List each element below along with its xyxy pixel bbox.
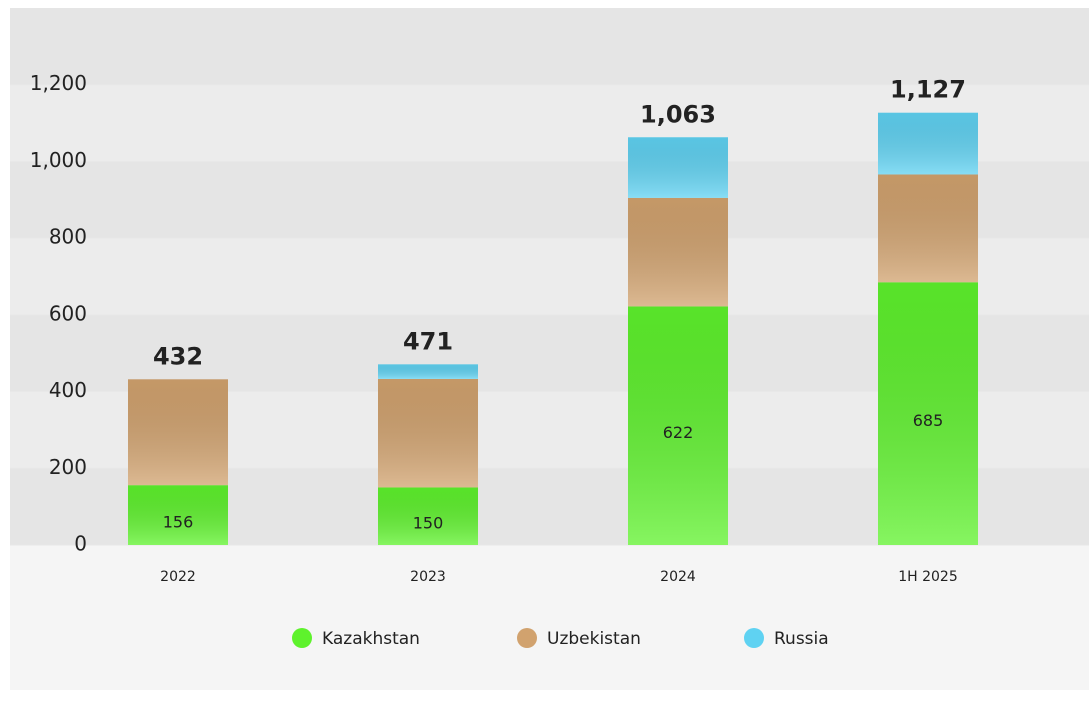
x-tick-label: 2023 bbox=[410, 569, 446, 585]
y-tick-label: 200 bbox=[49, 455, 87, 479]
grid-band bbox=[10, 8, 1089, 85]
x-tick-label: 2022 bbox=[160, 569, 196, 585]
bar-shade bbox=[128, 485, 228, 545]
data-label: 156 bbox=[163, 513, 194, 532]
total-label: 1,063 bbox=[640, 100, 716, 128]
legend-swatch bbox=[744, 628, 764, 648]
bar-shade bbox=[128, 379, 228, 486]
total-label: 1,127 bbox=[890, 76, 966, 104]
y-tick-label: 1,000 bbox=[30, 148, 87, 172]
bar-shade bbox=[878, 112, 978, 175]
bar-shade bbox=[378, 364, 478, 379]
y-tick-label: 1,200 bbox=[30, 71, 87, 95]
bar-shade bbox=[378, 487, 478, 545]
y-tick-label: 800 bbox=[49, 225, 87, 249]
y-tick-label: 400 bbox=[49, 378, 87, 402]
total-label: 471 bbox=[403, 327, 453, 355]
bar-shade bbox=[878, 282, 978, 545]
data-label: 150 bbox=[413, 514, 444, 533]
bar-shade bbox=[628, 306, 728, 545]
legend-swatch bbox=[517, 628, 537, 648]
total-label: 432 bbox=[153, 342, 203, 370]
bar-shade bbox=[628, 197, 728, 307]
data-label: 685 bbox=[913, 411, 944, 430]
y-tick-label: 600 bbox=[49, 301, 87, 325]
data-label: 622 bbox=[663, 423, 694, 442]
bar-shade bbox=[878, 174, 978, 283]
legend-label: Kazakhstan bbox=[322, 629, 420, 649]
legend-label: Uzbekistan bbox=[547, 629, 641, 649]
legend-label: Russia bbox=[774, 629, 829, 649]
y-tick-label: 0 bbox=[74, 532, 87, 556]
bar-shade bbox=[378, 378, 478, 488]
x-tick-label: 2024 bbox=[660, 569, 696, 585]
legend-swatch bbox=[292, 628, 312, 648]
x-tick-label: 1H 2025 bbox=[898, 569, 958, 585]
bar-shade bbox=[628, 137, 728, 198]
